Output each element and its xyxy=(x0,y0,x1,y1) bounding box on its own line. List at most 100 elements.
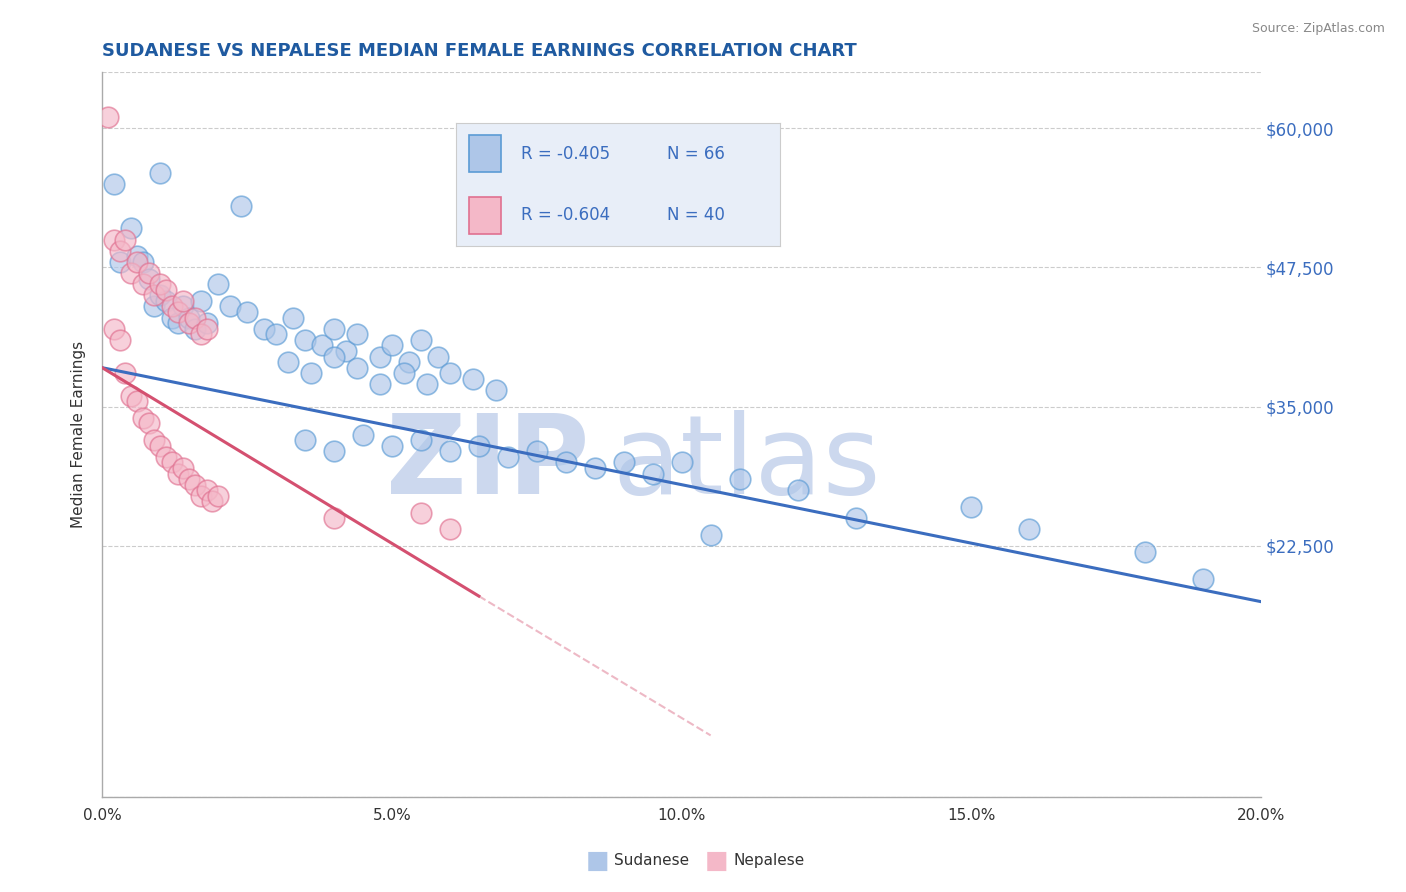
Point xyxy=(415,377,437,392)
Point xyxy=(381,338,404,352)
Point xyxy=(427,350,450,364)
Point xyxy=(143,300,166,314)
Point xyxy=(166,316,188,330)
Point xyxy=(184,321,207,335)
Point xyxy=(409,433,432,447)
Text: ■: ■ xyxy=(586,849,609,872)
Point xyxy=(485,383,508,397)
Point xyxy=(190,327,212,342)
Point xyxy=(370,377,392,392)
Point xyxy=(201,494,224,508)
Point xyxy=(346,327,368,342)
Point xyxy=(138,417,160,431)
Point xyxy=(125,249,148,263)
Point xyxy=(166,305,188,319)
Point xyxy=(1018,522,1040,536)
Point xyxy=(149,277,172,292)
Point xyxy=(323,511,346,525)
Point xyxy=(132,255,155,269)
Point xyxy=(381,439,404,453)
Point xyxy=(108,244,131,258)
Point xyxy=(346,360,368,375)
Point xyxy=(172,300,194,314)
Point xyxy=(149,288,172,302)
Point xyxy=(155,283,177,297)
Point xyxy=(231,199,253,213)
Point xyxy=(184,477,207,491)
Point xyxy=(461,372,484,386)
Point xyxy=(155,450,177,464)
Point xyxy=(108,333,131,347)
Point xyxy=(207,489,229,503)
Point xyxy=(160,310,183,325)
Point xyxy=(160,300,183,314)
Point xyxy=(699,528,721,542)
Point xyxy=(114,366,136,380)
Point xyxy=(120,266,142,280)
Point xyxy=(120,221,142,235)
Point xyxy=(844,511,866,525)
Point xyxy=(253,321,276,335)
Point xyxy=(1135,544,1157,558)
Point xyxy=(294,333,316,347)
Point xyxy=(311,338,333,352)
Point xyxy=(1192,573,1215,587)
Point xyxy=(179,316,201,330)
Point xyxy=(103,177,125,191)
Point xyxy=(294,433,316,447)
Point xyxy=(166,467,188,481)
Point xyxy=(103,321,125,335)
Point xyxy=(728,472,751,486)
Text: Source: ZipAtlas.com: Source: ZipAtlas.com xyxy=(1251,22,1385,36)
Text: Sudanese: Sudanese xyxy=(614,854,689,868)
Point xyxy=(960,500,983,514)
Point xyxy=(143,433,166,447)
Point xyxy=(409,506,432,520)
Point xyxy=(160,455,183,469)
Text: SUDANESE VS NEPALESE MEDIAN FEMALE EARNINGS CORRELATION CHART: SUDANESE VS NEPALESE MEDIAN FEMALE EARNI… xyxy=(103,42,858,60)
Text: atlas: atlas xyxy=(612,410,880,517)
Point xyxy=(236,305,259,319)
Point xyxy=(172,293,194,308)
Point xyxy=(179,310,201,325)
Text: ■: ■ xyxy=(706,849,728,872)
Point xyxy=(132,410,155,425)
Y-axis label: Median Female Earnings: Median Female Earnings xyxy=(72,341,86,528)
Point xyxy=(190,489,212,503)
Point xyxy=(143,288,166,302)
Point xyxy=(323,444,346,458)
Point xyxy=(179,472,201,486)
Point xyxy=(583,461,606,475)
Point xyxy=(155,293,177,308)
Point xyxy=(103,233,125,247)
Point xyxy=(409,333,432,347)
Point xyxy=(641,467,664,481)
Point xyxy=(108,255,131,269)
Point xyxy=(149,439,172,453)
Point xyxy=(132,277,155,292)
Point xyxy=(277,355,299,369)
Point xyxy=(138,271,160,285)
Point xyxy=(149,166,172,180)
Point xyxy=(299,366,322,380)
Point xyxy=(138,266,160,280)
Point xyxy=(392,366,415,380)
Point xyxy=(114,233,136,247)
Point xyxy=(439,444,461,458)
Point xyxy=(172,461,194,475)
Point xyxy=(613,455,636,469)
Point xyxy=(496,450,519,464)
Point xyxy=(526,444,548,458)
Point xyxy=(671,455,693,469)
Point xyxy=(97,110,120,124)
Text: ZIP: ZIP xyxy=(385,410,589,517)
Point xyxy=(352,427,374,442)
Point xyxy=(195,321,218,335)
Point xyxy=(370,350,392,364)
Point xyxy=(125,394,148,409)
Point xyxy=(323,321,346,335)
Point xyxy=(335,343,357,358)
Point xyxy=(468,439,491,453)
Point xyxy=(207,277,229,292)
Point xyxy=(554,455,576,469)
